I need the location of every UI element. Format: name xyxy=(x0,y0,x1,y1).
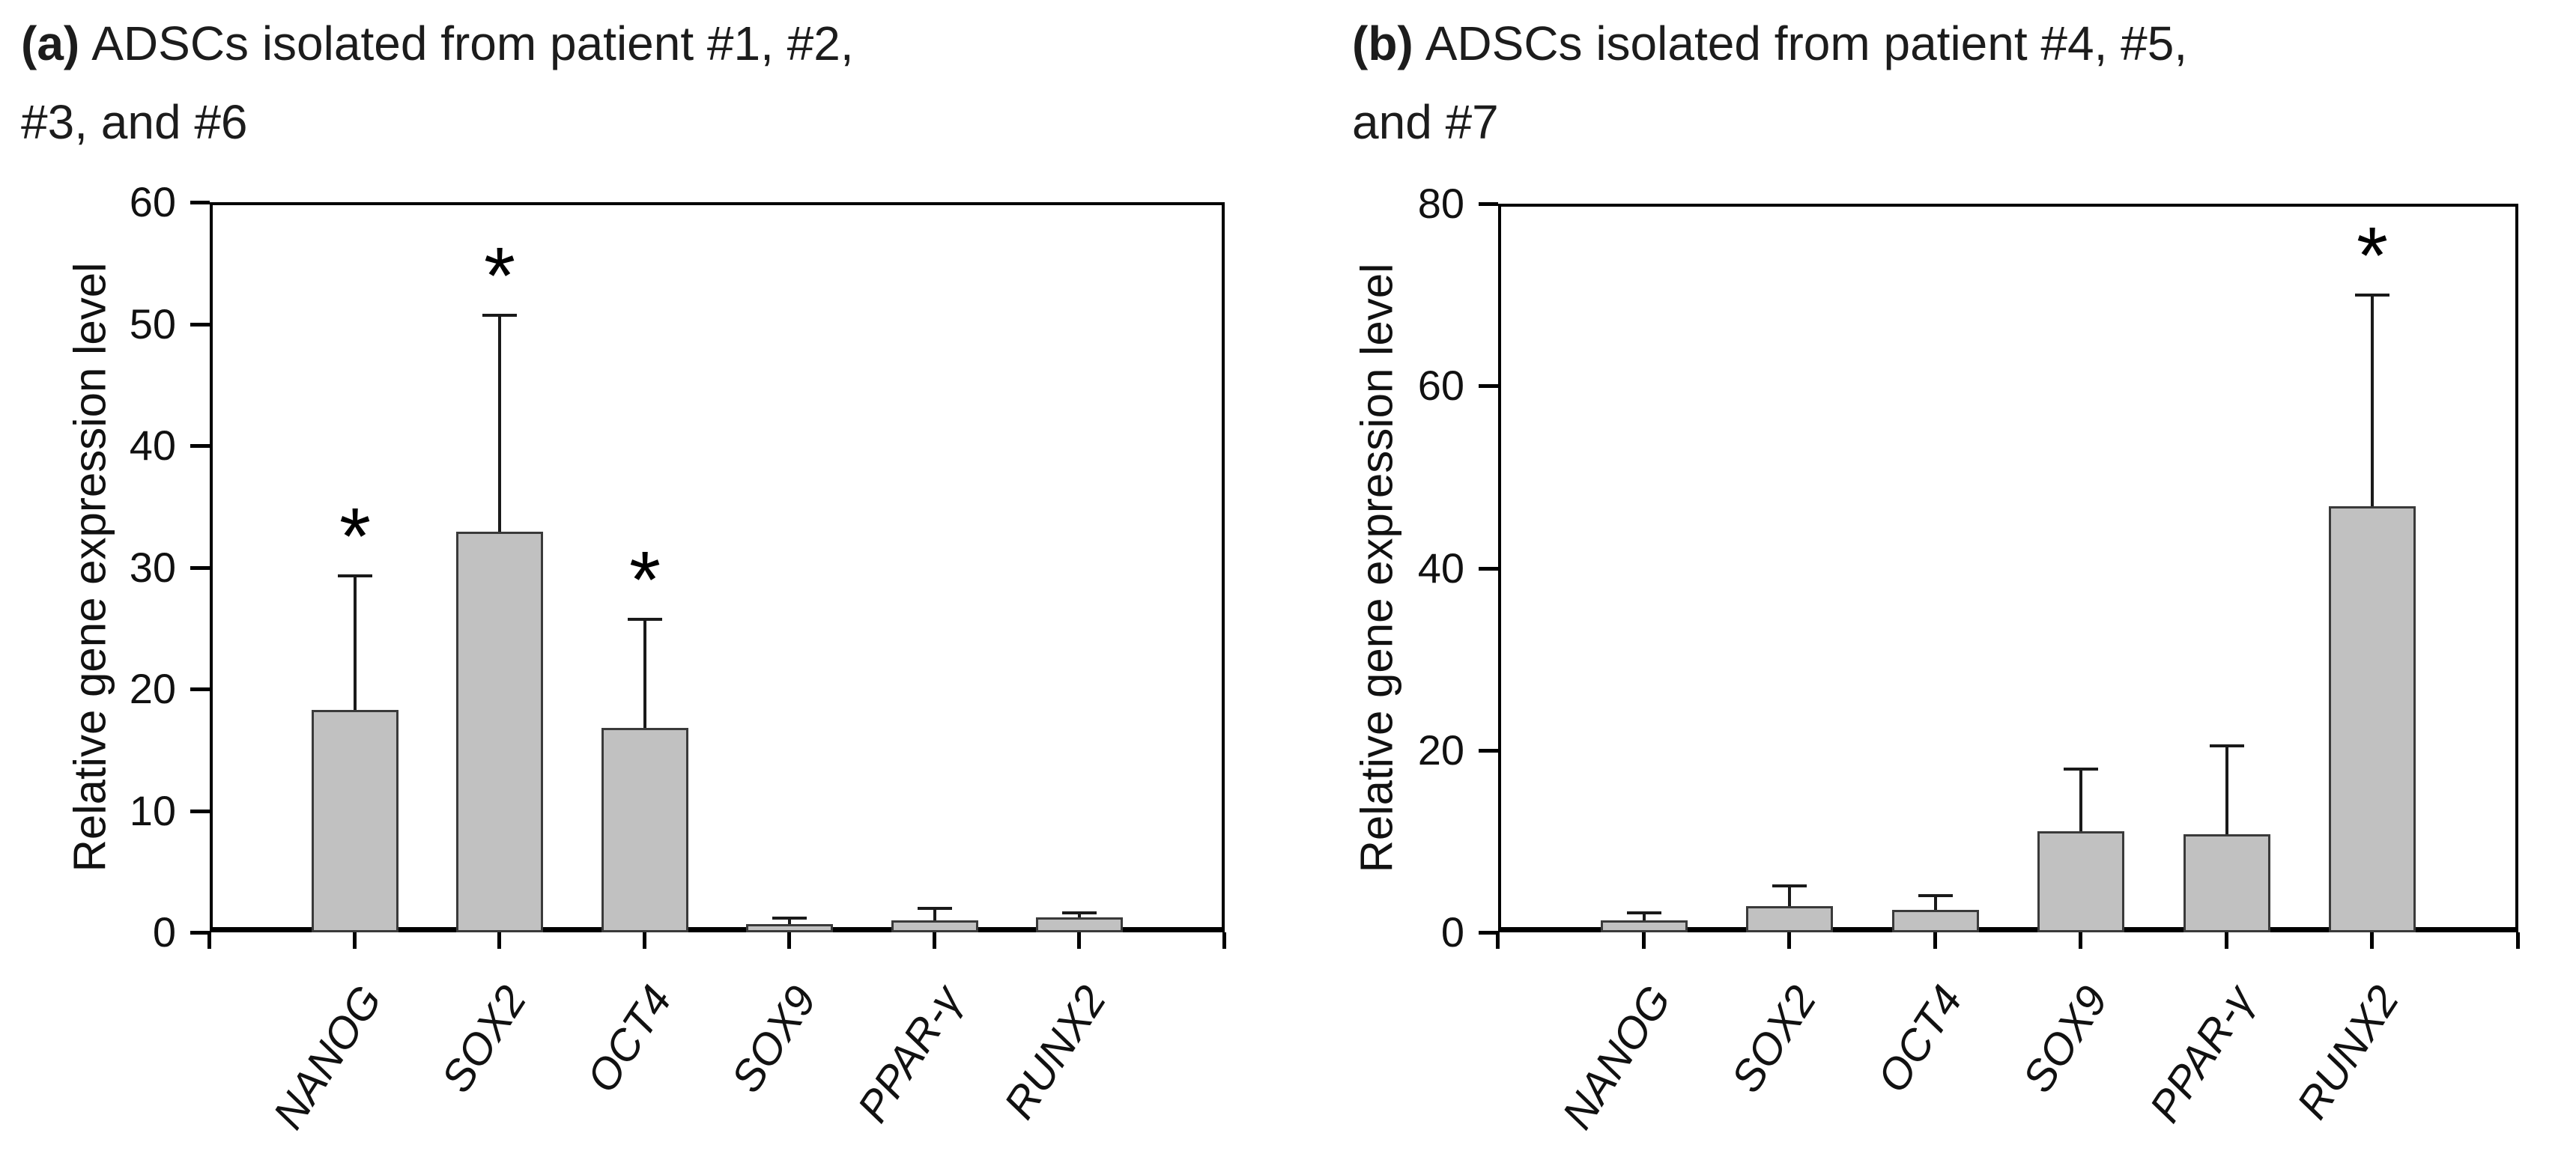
panel-b-error-bar-runx2 xyxy=(2371,295,2374,506)
panel-a-error-bar-sox9 xyxy=(788,918,791,924)
panel-b-y-tick-label: 60 xyxy=(1417,362,1464,409)
panel-b-y-tick-mark xyxy=(1479,384,1498,388)
panel-a-y-tick-label: 0 xyxy=(152,908,176,956)
panel-b-bar-sox9 xyxy=(2037,831,2124,932)
panel-a-title-line2: #3, and #6 xyxy=(21,95,248,149)
panel-a-bar-runx2 xyxy=(1036,917,1123,932)
panel-a-y-tick-mark xyxy=(190,201,210,204)
panel-a-significance-asterisk-sox2: * xyxy=(483,230,516,321)
panel-a-label: (a) xyxy=(21,16,80,70)
panel-b-x-tick-mark-sox2 xyxy=(1787,932,1791,949)
panel-b-y-tick-mark xyxy=(1479,749,1498,753)
panel-b-bar-sox2 xyxy=(1746,906,1833,932)
panel-b-error-bar-cap-nanog xyxy=(1627,911,1661,914)
panel-b-error-bar-cap-sox9 xyxy=(2064,768,2098,771)
panel-a-error-bar-ppar xyxy=(933,908,936,920)
panel-a-x-tick-mark-sox2 xyxy=(497,932,501,949)
panel-a-y-tick-mark xyxy=(190,323,210,327)
panel-a-x-tick-mark-nanog xyxy=(353,932,357,949)
panel-a-x-tick-mark-runx2 xyxy=(1077,932,1081,949)
panel-b-x-axis-end-tick-mark xyxy=(2516,932,2520,949)
panel-a-error-bar-cap-sox2 xyxy=(482,314,517,317)
panel-a-y-tick-label: 10 xyxy=(129,787,176,834)
panel-a-y-tick-label: 60 xyxy=(129,178,176,225)
panel-a-bar-ppar xyxy=(891,920,978,932)
panel-a-error-bar-oct4 xyxy=(643,619,646,728)
panel-a-error-bar-sox2 xyxy=(498,315,501,532)
panel-a-bar-sox9 xyxy=(746,924,833,932)
panel-a-y-tick-mark xyxy=(190,566,210,570)
panel-a-y-tick-mark xyxy=(190,810,210,813)
panel-b-x-category-label-text-runx2: RUNX2 xyxy=(2288,977,2409,1128)
panel-a-y-tick-label: 50 xyxy=(129,300,176,347)
panel-b-x-tick-mark-nanog xyxy=(1642,932,1646,949)
panel-b-bar-oct4 xyxy=(1892,910,1979,932)
panel-a-y-tick-label: 40 xyxy=(129,422,176,469)
panel-a-error-bar-cap-ppar xyxy=(918,907,952,910)
panel-b-y-tick-mark xyxy=(1479,567,1498,571)
panel-b-error-bar-cap-ppar xyxy=(2210,744,2244,747)
panel-a-x-tick-mark-oct4 xyxy=(643,932,646,949)
panel-a-plot-box xyxy=(210,202,1225,932)
panel-b-title-text1: ADSCs isolated from patient #4, #5, xyxy=(1425,16,2188,70)
panel-b-bar-ppar xyxy=(2183,834,2270,932)
panel-b-x-tick-mark-oct4 xyxy=(1933,932,1937,949)
panel-b-error-bar-cap-runx2 xyxy=(2355,294,2389,297)
panel-b-x-axis-end-tick-mark xyxy=(1496,932,1500,949)
panel-b-error-bar-cap-oct4 xyxy=(1918,894,1953,897)
panel-a-x-axis-end-tick-mark xyxy=(207,932,211,949)
panel-a-x-category-label-text-runx2: RUNX2 xyxy=(995,977,1116,1128)
panel-a-y-tick-label: 20 xyxy=(129,665,176,712)
panel-b-plot-box xyxy=(1498,204,2518,932)
panel-b-label: (b) xyxy=(1352,16,1413,70)
panel-a-y-tick-mark xyxy=(190,444,210,448)
panel-a-x-category-label-runx2: RUNX2 xyxy=(616,967,1116,1127)
panel-a-title-line1: (a) ADSCs isolated from patient #1, #2, xyxy=(21,4,854,83)
panel-b-title: (b) ADSCs isolated from patient #4, #5, a… xyxy=(1352,4,2187,162)
panel-b-y-tick-label: 40 xyxy=(1417,544,1464,592)
panel-b-y-tick-label: 80 xyxy=(1417,180,1464,227)
panel-b-title-line2: and #7 xyxy=(1352,95,1499,149)
panel-a-y-tick-label: 30 xyxy=(129,544,176,591)
panel-a-y-tick-mark xyxy=(190,687,210,691)
panel-a-bar-nanog xyxy=(312,710,398,932)
panel-a-significance-asterisk-nanog: * xyxy=(339,491,372,581)
panel-b-x-tick-mark-ppar xyxy=(2225,932,2228,949)
panel-a-x-axis-end-tick-mark xyxy=(1222,932,1226,949)
panel-a-x-tick-mark-ppar xyxy=(933,932,936,949)
panel-a-y-tick-mark xyxy=(190,931,210,935)
panel-b-bar-runx2 xyxy=(2329,506,2416,932)
panel-b-error-bar-nanog xyxy=(1643,913,1646,920)
panel-a-error-bar-cap-sox9 xyxy=(772,917,807,920)
panel-a-bar-oct4 xyxy=(601,728,688,932)
panel-a-bar-sox2 xyxy=(456,532,543,932)
panel-a-x-tick-mark-sox9 xyxy=(787,932,791,949)
panel-a-error-bar-runx2 xyxy=(1078,913,1081,917)
panel-b-significance-asterisk-runx2: * xyxy=(2356,210,2389,300)
panel-a-error-bar-cap-oct4 xyxy=(628,618,662,621)
panel-b-bar-nanog xyxy=(1601,920,1688,932)
panel-b-y-tick-mark xyxy=(1479,202,1498,206)
panel-b-y-tick-label: 0 xyxy=(1440,908,1464,956)
panel-b-error-bar-sox9 xyxy=(2079,769,2082,831)
panel-a-title-text1: ADSCs isolated from patient #1, #2, xyxy=(91,16,854,70)
panel-a-error-bar-cap-nanog xyxy=(338,574,372,577)
panel-b-error-bar-sox2 xyxy=(1788,886,1791,906)
panel-a-error-bar-nanog xyxy=(354,576,357,710)
panel-b-x-category-label-runx2: RUNX2 xyxy=(1909,967,2409,1127)
panel-a-significance-asterisk-oct4: * xyxy=(628,534,661,625)
panel-b-y-tick-label: 20 xyxy=(1417,726,1464,774)
panel-b-y-tick-mark xyxy=(1479,931,1498,935)
panel-b-title-line1: (b) ADSCs isolated from patient #4, #5, xyxy=(1352,4,2187,83)
panel-b-x-tick-mark-sox9 xyxy=(2079,932,2082,949)
panel-b-error-bar-oct4 xyxy=(1934,896,1937,910)
panel-a-error-bar-cap-runx2 xyxy=(1062,911,1097,914)
panel-b-error-bar-cap-sox2 xyxy=(1772,884,1807,887)
panel-a-title: (a) ADSCs isolated from patient #1, #2, #… xyxy=(21,4,854,162)
panel-b-x-tick-mark-runx2 xyxy=(2370,932,2374,949)
panel-b-error-bar-ppar xyxy=(2225,746,2228,834)
